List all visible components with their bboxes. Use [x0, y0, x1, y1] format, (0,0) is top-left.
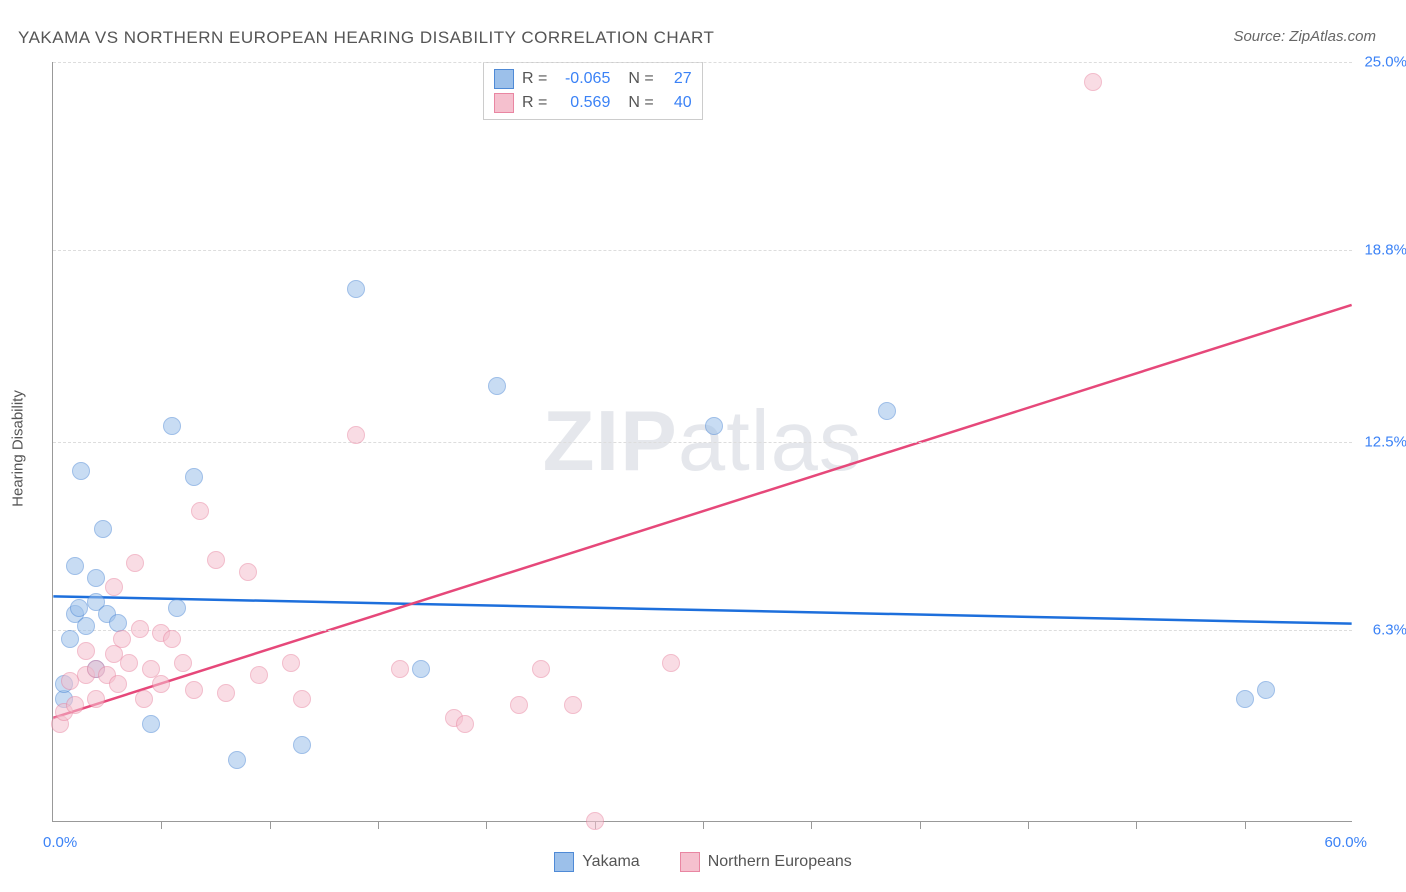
- x-tick: [920, 821, 921, 829]
- data-point: [70, 599, 88, 617]
- data-point: [1257, 681, 1275, 699]
- legend-item: Yakama: [554, 852, 640, 872]
- data-point: [135, 690, 153, 708]
- x-tick: [1245, 821, 1246, 829]
- stats-r-label: R =: [522, 70, 547, 88]
- data-point: [532, 660, 550, 678]
- gridline: [53, 630, 1352, 631]
- x-tick: [1136, 821, 1137, 829]
- stats-n-label: N =: [628, 70, 653, 88]
- data-point: [705, 417, 723, 435]
- data-point: [1084, 73, 1102, 91]
- data-point: [105, 578, 123, 596]
- legend-swatch: [554, 852, 574, 872]
- y-tick-label: 6.3%: [1373, 622, 1406, 639]
- data-point: [185, 681, 203, 699]
- stats-r-label: R =: [522, 94, 547, 112]
- stats-n-label: N =: [628, 94, 653, 112]
- data-point: [185, 468, 203, 486]
- stats-row: R = 0.569 N = 40: [494, 91, 692, 115]
- data-point: [87, 569, 105, 587]
- stats-swatch: [494, 93, 514, 113]
- data-point: [564, 696, 582, 714]
- legend-swatch: [680, 852, 700, 872]
- stats-r-value: 0.569: [555, 94, 610, 112]
- data-point: [77, 617, 95, 635]
- data-point: [152, 675, 170, 693]
- x-tick: [378, 821, 379, 829]
- legend-label: Northern Europeans: [708, 853, 852, 871]
- x-tick: [1028, 821, 1029, 829]
- chart-title: YAKAMA VS NORTHERN EUROPEAN HEARING DISA…: [18, 28, 714, 48]
- x-tick: [703, 821, 704, 829]
- data-point: [282, 654, 300, 672]
- stats-swatch: [494, 69, 514, 89]
- data-point: [207, 551, 225, 569]
- data-point: [131, 620, 149, 638]
- data-point: [293, 690, 311, 708]
- data-point: [66, 696, 84, 714]
- data-point: [239, 563, 257, 581]
- data-point: [878, 402, 896, 420]
- data-point: [347, 426, 365, 444]
- data-point: [174, 654, 192, 672]
- data-point: [163, 417, 181, 435]
- chart-container: YAKAMA VS NORTHERN EUROPEAN HEARING DISA…: [0, 0, 1406, 892]
- data-point: [456, 715, 474, 733]
- gridline: [53, 62, 1352, 63]
- data-point: [293, 736, 311, 754]
- data-point: [87, 690, 105, 708]
- data-point: [66, 557, 84, 575]
- trend-line: [53, 596, 1351, 623]
- watermark-bold: ZIP: [543, 394, 678, 489]
- gridline: [53, 442, 1352, 443]
- stats-legend: R = -0.065 N = 27 R = 0.569 N = 40: [483, 62, 703, 120]
- data-point: [61, 630, 79, 648]
- data-point: [113, 630, 131, 648]
- y-tick-label: 25.0%: [1364, 54, 1406, 71]
- gridline: [53, 250, 1352, 251]
- data-point: [1236, 690, 1254, 708]
- x-tick: [161, 821, 162, 829]
- legend-item: Northern Europeans: [680, 852, 852, 872]
- data-point: [217, 684, 235, 702]
- data-point: [347, 280, 365, 298]
- y-tick-label: 12.5%: [1364, 434, 1406, 451]
- data-point: [168, 599, 186, 617]
- data-point: [72, 462, 90, 480]
- data-point: [77, 642, 95, 660]
- stats-r-value: -0.065: [555, 70, 610, 88]
- x-tick: [811, 821, 812, 829]
- data-point: [191, 502, 209, 520]
- legend-label: Yakama: [582, 853, 640, 871]
- data-point: [250, 666, 268, 684]
- stats-n-value: 40: [662, 94, 692, 112]
- x-max-label: 60.0%: [1324, 834, 1367, 851]
- x-min-label: 0.0%: [43, 834, 77, 851]
- bottom-legend: Yakama Northern Europeans: [0, 852, 1406, 872]
- x-tick: [486, 821, 487, 829]
- stats-row: R = -0.065 N = 27: [494, 67, 692, 91]
- plot-area: ZIPatlas R =-0.065N =27R =0.569N =40 0.0…: [52, 62, 1352, 822]
- data-point: [120, 654, 138, 672]
- data-point: [391, 660, 409, 678]
- data-point: [94, 520, 112, 538]
- data-point: [412, 660, 430, 678]
- data-point: [488, 377, 506, 395]
- watermark-light: atlas: [678, 394, 863, 489]
- data-point: [126, 554, 144, 572]
- data-point: [142, 715, 160, 733]
- y-axis-label: Hearing Disability: [10, 390, 27, 507]
- data-point: [109, 675, 127, 693]
- stats-n-value: 27: [662, 70, 692, 88]
- x-tick: [270, 821, 271, 829]
- data-point: [228, 751, 246, 769]
- data-point: [163, 630, 181, 648]
- trend-line: [53, 305, 1351, 718]
- data-point: [586, 812, 604, 830]
- data-point: [510, 696, 528, 714]
- data-point: [662, 654, 680, 672]
- y-tick-label: 18.8%: [1364, 242, 1406, 259]
- chart-source: Source: ZipAtlas.com: [1233, 28, 1376, 45]
